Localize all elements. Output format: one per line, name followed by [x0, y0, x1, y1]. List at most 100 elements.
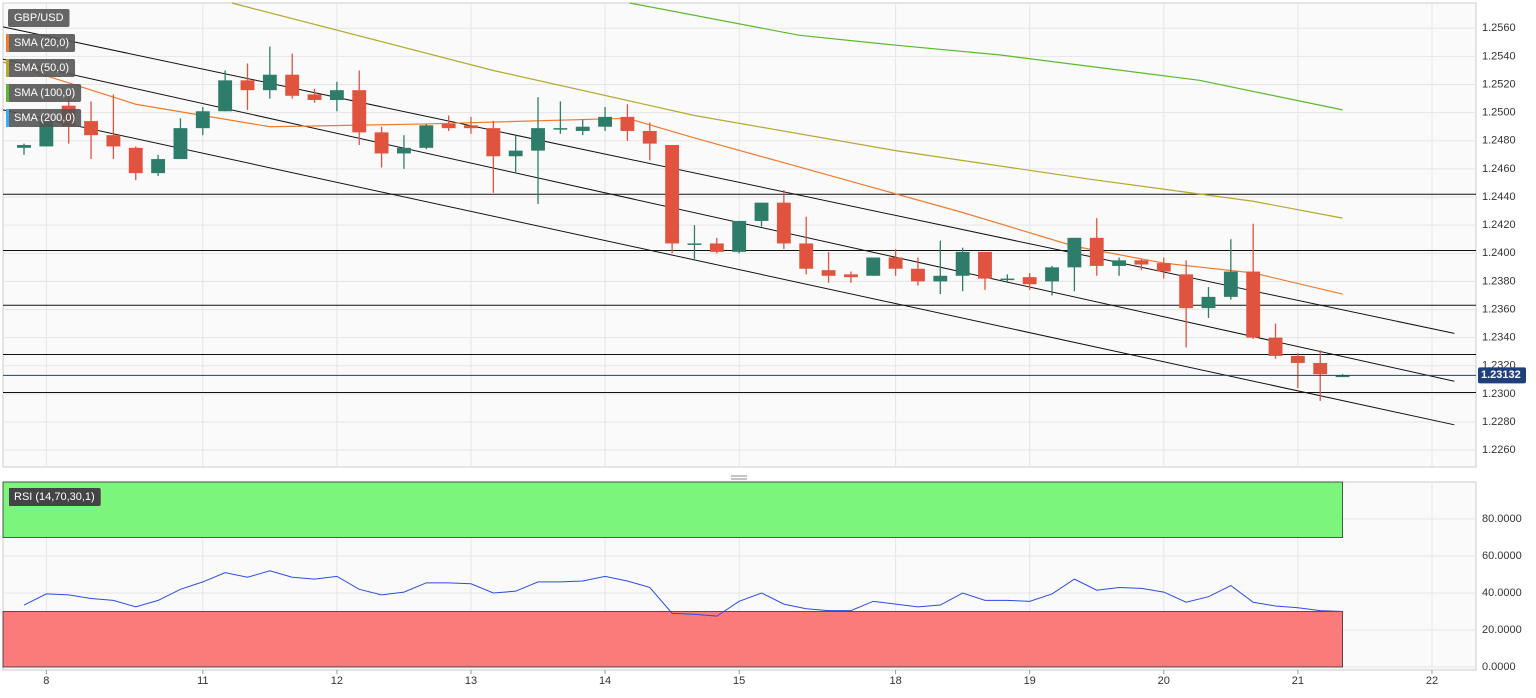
legend-box — [8, 9, 70, 27]
candle-body — [754, 202, 769, 221]
candle-body — [866, 257, 881, 276]
candle-body — [508, 150, 523, 157]
y-tick-label: 60.0000 — [1482, 550, 1522, 562]
legend-label: SMA (20,0) — [14, 37, 69, 49]
candle-body — [776, 202, 791, 244]
y-tick-label: 0.0000 — [1482, 661, 1516, 673]
x-tick-label: 13 — [465, 675, 477, 687]
legend-box — [8, 34, 76, 52]
candle-body — [843, 274, 858, 278]
legend-box — [8, 109, 82, 127]
legend-item[interactable]: SMA (100,0) — [6, 84, 82, 102]
candle-body — [799, 243, 814, 269]
candle-body — [128, 147, 143, 174]
y-tick-label: 1.2520 — [1482, 78, 1516, 90]
legend-label: RSI (14,70,30,1) — [14, 491, 95, 503]
y-tick-label: 1.2500 — [1482, 107, 1516, 119]
candle-body — [888, 257, 903, 269]
candle-body — [1313, 362, 1328, 375]
candle-body — [173, 128, 188, 160]
y-tick-label: 80.0000 — [1482, 513, 1522, 525]
candle-body — [665, 145, 680, 244]
candle-body — [262, 74, 277, 91]
candle-body — [17, 145, 31, 148]
legend-swatch — [6, 59, 9, 77]
last-price-label: 1.23132 — [1481, 369, 1521, 381]
legend-item[interactable]: SMA (20,0) — [6, 34, 76, 52]
legend-label: GBP/USD — [14, 12, 64, 24]
candle-body — [598, 116, 613, 127]
legend-item[interactable]: GBP/USD — [8, 9, 70, 27]
candle-body — [1335, 375, 1350, 378]
legend-box — [8, 488, 101, 506]
x-tick-label: 15 — [733, 675, 745, 687]
candle-body — [1223, 271, 1238, 297]
candle-body — [419, 125, 434, 148]
candle-body — [1022, 277, 1037, 285]
legend-label: SMA (50,0) — [14, 62, 69, 74]
candle-body — [1156, 263, 1171, 272]
candle-body — [955, 251, 970, 276]
candle-body — [374, 132, 389, 154]
splitter[interactable] — [731, 475, 747, 480]
candle-body — [1268, 337, 1283, 356]
y-tick-label: 1.2420 — [1482, 219, 1516, 231]
legend-box — [8, 84, 82, 102]
y-tick-label: 1.2400 — [1482, 247, 1516, 259]
candle-body — [352, 90, 367, 133]
candle-body — [329, 90, 344, 101]
legend-swatch — [6, 109, 9, 127]
x-tick-label: 14 — [599, 675, 611, 687]
legend-item[interactable]: RSI (14,70,30,1) — [6, 488, 101, 506]
sma-line — [231, 2, 1343, 219]
candle-body — [933, 275, 948, 282]
candle-body — [531, 128, 545, 151]
candle-body — [1089, 237, 1104, 266]
last-price-box — [1478, 367, 1526, 384]
legend-swatch — [6, 488, 9, 506]
candle-body — [1134, 260, 1149, 265]
candle-body — [285, 74, 300, 96]
y-tick-label: 1.2360 — [1482, 303, 1516, 315]
y-tick-label: 1.2340 — [1482, 332, 1516, 344]
candle-body — [240, 80, 255, 91]
candle-body — [575, 126, 590, 131]
y-tick-label: 1.2480 — [1482, 135, 1516, 147]
candle-body — [151, 159, 166, 174]
y-tick-label: 40.0000 — [1482, 587, 1522, 599]
candle-body — [732, 220, 747, 252]
candle-body — [1000, 278, 1015, 281]
legend-label: SMA (200,0) — [14, 112, 75, 124]
candle-body — [978, 251, 992, 279]
legend-item[interactable]: SMA (200,0) — [6, 109, 82, 127]
x-tick-label: 12 — [331, 675, 343, 687]
candle-body — [39, 121, 54, 147]
y-tick-label: 1.2380 — [1482, 275, 1516, 287]
x-tick-label: 22 — [1426, 675, 1438, 687]
x-tick-label: 11 — [197, 675, 208, 687]
candle-body — [464, 125, 478, 129]
candle-body — [397, 147, 411, 154]
candle-body — [195, 111, 210, 129]
y-tick-label: 1.2540 — [1482, 50, 1516, 62]
candle-body — [441, 123, 456, 129]
rsi-band — [2, 611, 1343, 668]
candle-body — [1067, 237, 1082, 268]
candle-body — [620, 116, 635, 131]
candle-body — [307, 94, 322, 101]
candle-body — [1045, 267, 1059, 282]
legend-box — [8, 59, 76, 77]
sma-line — [629, 2, 1343, 111]
x-tick-label: 8 — [43, 675, 49, 687]
candle-body — [821, 270, 836, 276]
y-tick-label: 20.0000 — [1482, 624, 1522, 636]
rsi-line — [23, 570, 1343, 617]
legend-swatch — [6, 34, 9, 52]
channel-line — [2, 26, 1455, 334]
candle-body — [709, 243, 724, 252]
channel-line — [2, 58, 1455, 382]
candle-body — [1246, 271, 1261, 338]
y-tick-label: 1.2440 — [1482, 191, 1516, 203]
legend-item[interactable]: SMA (50,0) — [6, 59, 76, 77]
y-tick-label: 1.2280 — [1482, 416, 1516, 428]
